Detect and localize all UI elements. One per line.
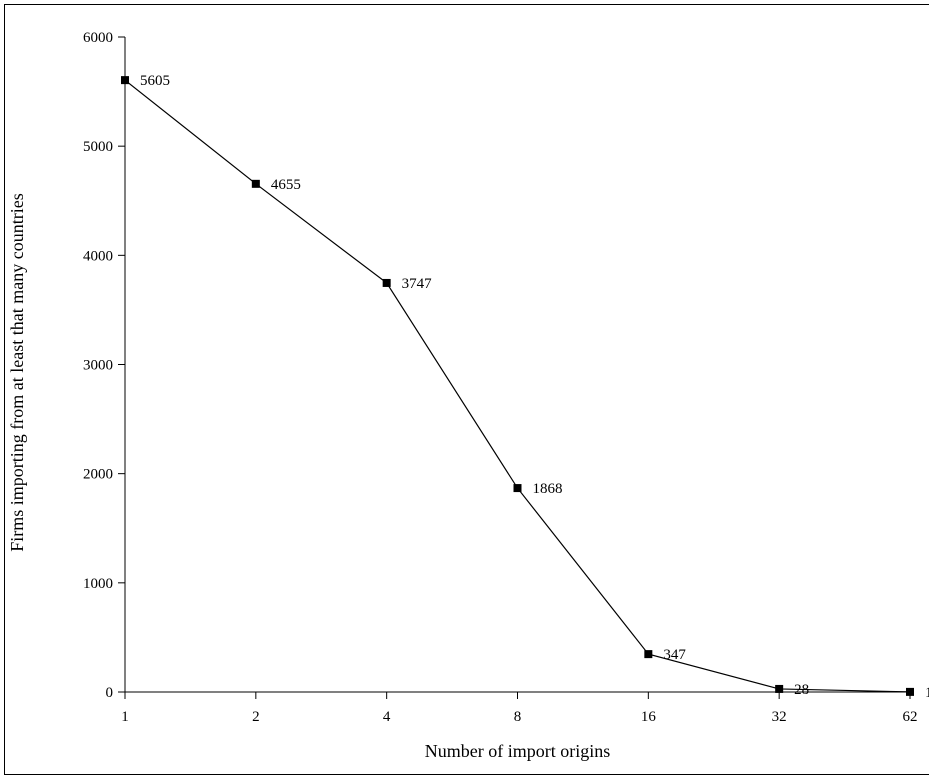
y-axis-title: Firms importing from at least that many …: [7, 193, 27, 551]
data-point: [513, 484, 522, 493]
data-label: 5605: [140, 73, 170, 89]
x-tick-label: 16: [641, 709, 657, 725]
data-label: 1: [925, 685, 929, 701]
x-tick-label: 62: [903, 709, 918, 725]
data-point: [121, 76, 129, 85]
y-tick-label: 0: [106, 685, 114, 701]
y-tick-label: 6000: [83, 30, 113, 46]
y-tick-label: 4000: [83, 248, 113, 264]
data-point: [644, 650, 653, 659]
series-layer: [121, 76, 914, 696]
data-label: 1868: [533, 481, 563, 497]
y-tick-label: 5000: [83, 139, 113, 155]
y-tick-label: 3000: [83, 358, 113, 374]
data-label: 3747: [402, 276, 433, 292]
x-tick-label: 4: [383, 709, 391, 725]
x-tick-label: 8: [514, 709, 522, 725]
data-labels: 5605 4655 3747 1868 347 28 1: [140, 73, 929, 701]
data-label: 4655: [271, 177, 301, 193]
data-label: 347: [663, 647, 686, 663]
y-axis: 0 1000 2000 3000 4000 5000 6000: [83, 30, 126, 701]
data-point: [382, 278, 391, 287]
data-point: [251, 179, 260, 188]
data-point: [775, 684, 784, 693]
x-tick-label: 1: [121, 709, 129, 725]
data-label: 28: [794, 682, 809, 698]
data-point: [906, 687, 914, 696]
y-tick-label: 1000: [83, 576, 113, 592]
series-line: [124, 79, 911, 693]
x-tick-label: 32: [772, 709, 787, 725]
x-axis-title: Number of import origins: [425, 741, 610, 761]
chart-frame: [4, 4, 929, 775]
x-tick-label: 2: [252, 709, 260, 725]
y-tick-label: 2000: [83, 467, 113, 483]
